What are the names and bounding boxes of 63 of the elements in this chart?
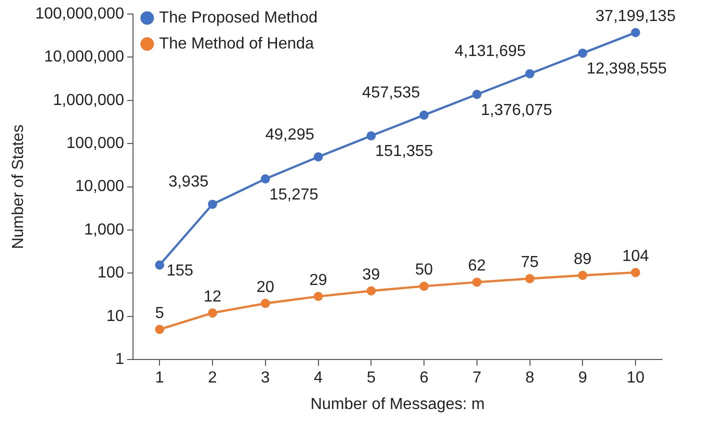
data-label: 1,376,075: [480, 102, 552, 119]
data-label: 15,275: [269, 186, 318, 204]
point: [366, 286, 376, 296]
point: [208, 308, 218, 318]
point: [578, 270, 588, 280]
point: [525, 274, 534, 284]
y-tick-label: 1: [115, 351, 124, 368]
point: [155, 324, 164, 334]
data-label: 12: [204, 288, 222, 306]
data-label: 151,355: [375, 143, 434, 160]
data-label: 20: [256, 278, 274, 296]
point: [630, 268, 640, 278]
point: [155, 260, 164, 270]
data-label: 50: [415, 262, 434, 279]
x-tick-label: 10: [626, 370, 645, 387]
y-tick-label: 100,000: [66, 135, 124, 152]
point: [260, 298, 270, 308]
point: [578, 48, 588, 58]
legend-label: The Method of Henda: [159, 35, 314, 52]
x-tick-label: 1: [155, 370, 164, 387]
point: [472, 278, 482, 287]
y-axis-title: Number of States: [10, 124, 28, 250]
data-label: 62: [468, 258, 486, 275]
data-label: 4,131,695: [454, 43, 526, 60]
x-tick-label: 3: [260, 370, 270, 387]
y-tick-label: 100,000,000: [35, 5, 124, 22]
point: [419, 110, 429, 120]
point: [630, 28, 640, 38]
point: [525, 69, 534, 78]
point: [472, 90, 482, 100]
point: [314, 292, 323, 302]
data-label: 29: [309, 272, 328, 289]
data-label: 75: [520, 254, 539, 272]
x-tick-label: 9: [578, 370, 588, 387]
y-tick-label: 10,000,000: [44, 48, 124, 66]
data-label: 49,295: [265, 126, 314, 144]
data-label: 3,935: [168, 174, 209, 191]
data-label: 37,199,135: [596, 8, 676, 25]
data-label: 104: [622, 248, 650, 265]
x-tick-label: 6: [420, 370, 429, 387]
point: [419, 282, 429, 291]
x-tick-label: 4: [314, 370, 323, 387]
data-label: 5: [155, 304, 164, 322]
point: [366, 131, 376, 140]
x-tick-label: 5: [366, 370, 376, 387]
y-tick-label: 1,000,000: [52, 92, 124, 109]
data-label: 39: [362, 266, 380, 284]
y-tick-label: 100: [97, 264, 124, 282]
legend-label: The Proposed Method: [159, 9, 318, 26]
y-tick-label: 10: [106, 308, 124, 325]
y-tick-label: 1,000: [84, 221, 124, 238]
data-label: 155: [166, 262, 194, 280]
x-tick-label: 7: [472, 370, 482, 387]
data-label: 89: [574, 250, 592, 268]
point: [208, 200, 218, 209]
point: [314, 152, 323, 162]
point: [260, 174, 270, 184]
data-label: 12,398,555: [586, 60, 667, 78]
x-tick-label: 8: [525, 370, 534, 387]
x-tick-label: 2: [208, 370, 218, 387]
y-tick-label: 10,000: [75, 178, 124, 196]
data-label: 457,535: [362, 84, 420, 102]
x-axis-title: Number of Messages: m: [310, 396, 485, 413]
